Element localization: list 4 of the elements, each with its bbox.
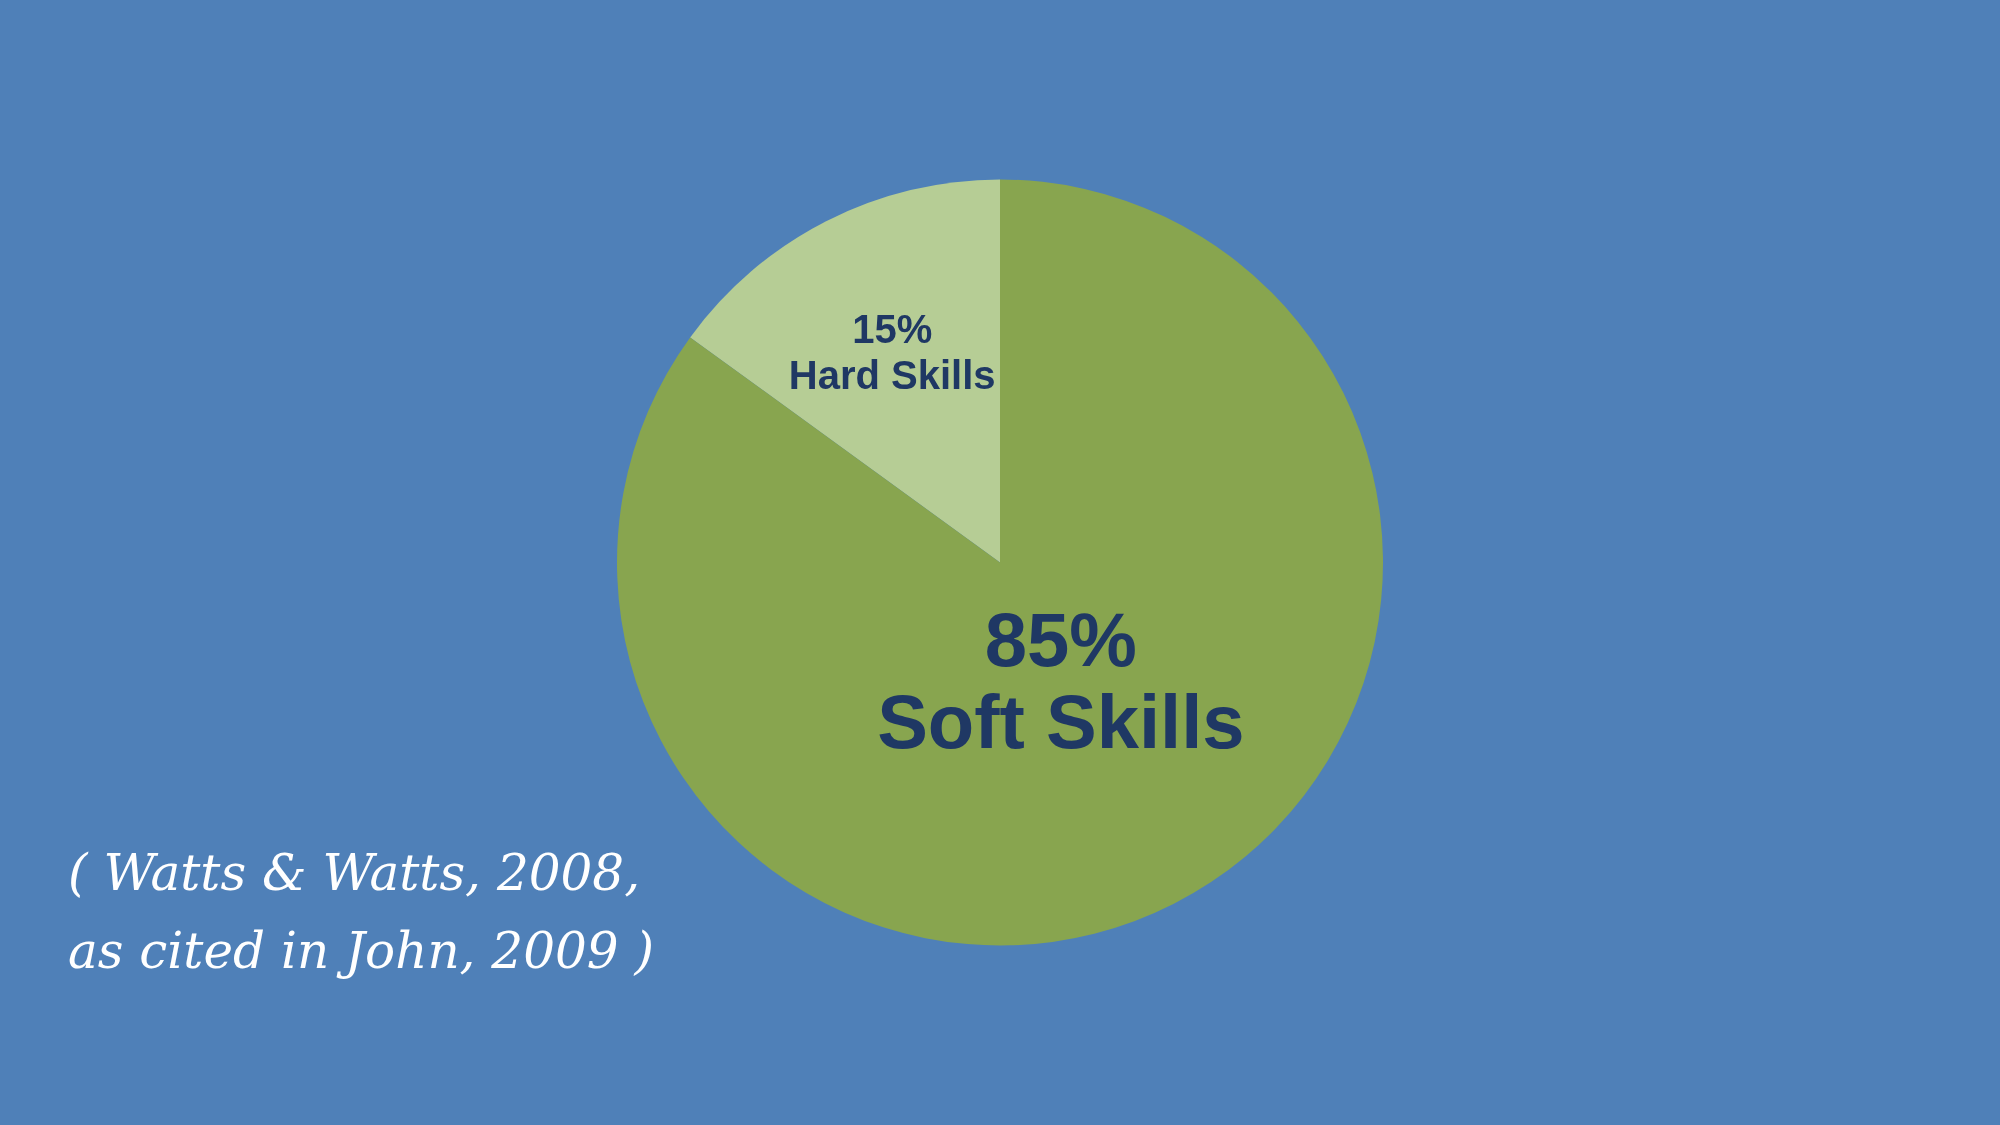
pie-slice (690, 179, 1000, 563)
text: ( Watts & Watts, 2008, as cited in John, 2009 ) (68, 844, 655, 980)
data-label: 15% (852, 306, 933, 351)
slice-label: Hard Skills (788, 352, 996, 397)
